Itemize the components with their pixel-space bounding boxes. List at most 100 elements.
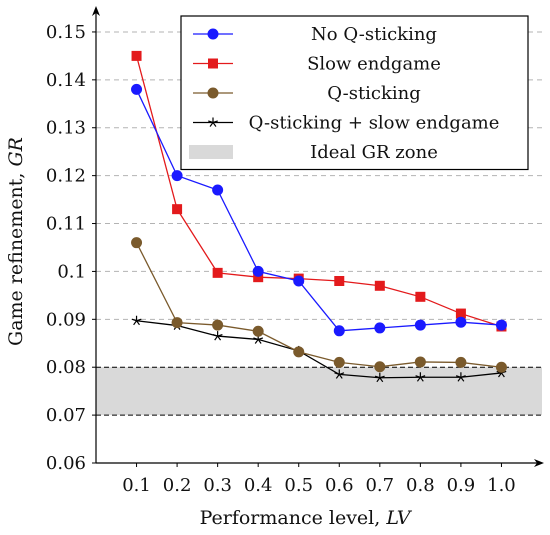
point-slow-endgame-0 xyxy=(131,50,142,61)
y-tick-label-5: 0.11 xyxy=(46,214,86,235)
series-line-no-q-sticking xyxy=(135,89,502,332)
point-q-sticking-slow-endgame-0-arm-4 xyxy=(131,318,137,322)
point-q-sticking-slow-endgame-7-arm-3 xyxy=(416,376,421,382)
legend-label-q-sticking-slow-endgame: Q-sticking + slow endgame xyxy=(249,113,500,134)
point-q-sticking-slow-endgame-2-arm-1 xyxy=(217,333,223,337)
legend-label-q-sticking: Q-sticking xyxy=(327,83,421,104)
point-q-sticking-slow-endgame-5 xyxy=(334,369,345,379)
series-no-q-sticking xyxy=(131,83,507,337)
point-q-sticking-slow-endgame-6 xyxy=(374,372,385,383)
point-q-sticking-slow-endgame-3-arm-3 xyxy=(254,339,259,344)
point-q-sticking-slow-endgame-8 xyxy=(455,372,466,382)
point-q-sticking-8 xyxy=(455,356,467,368)
y-axis-arrowhead xyxy=(92,6,100,16)
point-q-sticking-1 xyxy=(171,317,183,329)
y-tick-label-6: 0.12 xyxy=(46,166,86,187)
point-q-sticking-7 xyxy=(414,356,426,368)
x-axis-title: Performance level, LV xyxy=(200,507,413,529)
point-q-sticking-slow-endgame-2-arm-3 xyxy=(214,335,219,341)
point-q-sticking-slow-endgame-3-arm-4 xyxy=(253,337,259,341)
ideal-zone-band xyxy=(96,367,542,416)
point-q-sticking-slow-endgame-5-arm-3 xyxy=(335,374,340,379)
legend-box xyxy=(180,15,529,171)
point-q-sticking-slow-endgame-8-arm-4 xyxy=(455,375,462,378)
point-no-q-sticking-0 xyxy=(131,83,143,95)
x-tick-label-0: 0.1 xyxy=(122,475,151,496)
legend-label-slow-endgame: Slow endgame xyxy=(307,54,441,75)
x-tick-label-5: 0.6 xyxy=(325,475,354,496)
point-no-q-sticking-1 xyxy=(171,170,183,182)
x-tick-label-8: 0.9 xyxy=(447,475,476,496)
point-q-sticking-slow-endgame-8-arm-1 xyxy=(460,375,466,378)
x-axis-title-text: Performance level, xyxy=(200,507,387,529)
point-q-sticking-slow-endgame-0 xyxy=(131,315,142,326)
point-q-sticking-slow-endgame-5-arm-1 xyxy=(339,372,345,375)
point-q-sticking-5 xyxy=(333,356,345,368)
axes-layer: 0.06 0.07 0.08 0.09 0.1 0.11 0.12 0.13 0.14 0.15 0… xyxy=(46,6,544,496)
point-q-sticking-slow-endgame-3-arm-2 xyxy=(257,339,262,344)
x-tick-label-1: 0.2 xyxy=(163,475,192,496)
point-no-q-sticking-6 xyxy=(374,322,386,334)
point-q-sticking-slow-endgame-7-arm-4 xyxy=(415,375,421,378)
point-no-q-sticking-7 xyxy=(414,319,426,331)
point-q-sticking-slow-endgame-7-arm-2 xyxy=(419,376,424,382)
x-tick-label-3: 0.4 xyxy=(244,475,273,496)
point-q-sticking-slow-endgame-2-arm-2 xyxy=(217,335,222,341)
point-q-sticking-slow-endgame-7 xyxy=(415,372,426,382)
point-q-sticking-4 xyxy=(293,346,305,358)
point-q-sticking-0 xyxy=(131,237,143,249)
legend-marker-no-q-sticking xyxy=(207,28,219,40)
legend-marker-q-sticking-slow-endgame-arm-4 xyxy=(208,120,214,124)
legend: No Q-sticking Slow endgame Q-sticking Q-sti… xyxy=(180,15,529,171)
x-tick-label-7: 0.8 xyxy=(406,475,435,496)
legend-marker-q-sticking-slow-endgame-arm-2 xyxy=(212,122,217,127)
point-q-sticking-slow-endgame-6-arm-4 xyxy=(374,375,381,379)
point-q-sticking-slow-endgame-7-arm-1 xyxy=(420,375,426,378)
y-axis-title-text: Game refinement, xyxy=(5,166,27,346)
point-slow-endgame-7 xyxy=(415,291,426,302)
y-tick-label-3: 0.09 xyxy=(46,309,86,330)
point-q-sticking-slow-endgame-9-arm-4 xyxy=(496,370,502,374)
point-q-sticking-slow-endgame-5-arm-4 xyxy=(334,372,340,375)
x-axis-arrowhead xyxy=(534,459,544,467)
y-tick-label-1: 0.07 xyxy=(46,405,86,426)
point-q-sticking-slow-endgame-8-arm-2 xyxy=(460,376,465,382)
point-q-sticking-slow-endgame-8-arm-3 xyxy=(457,376,462,382)
point-no-q-sticking-3 xyxy=(252,265,264,277)
point-q-sticking-slow-endgame-3 xyxy=(253,334,264,344)
point-q-sticking-slow-endgame-2 xyxy=(212,331,223,341)
series-q-sticking xyxy=(131,237,507,373)
legend-marker-q-sticking xyxy=(207,87,219,99)
legend-marker-q-sticking-slow-endgame xyxy=(208,117,218,127)
point-slow-endgame-5 xyxy=(334,276,345,286)
x-tick-label-6: 0.7 xyxy=(365,475,394,496)
point-no-q-sticking-2 xyxy=(212,184,224,196)
series-line-slow-endgame xyxy=(135,55,502,328)
point-q-sticking-slow-endgame-2-arm-4 xyxy=(212,333,218,337)
point-no-q-sticking-8 xyxy=(455,316,467,328)
y-tick-label-9: 0.15 xyxy=(46,22,86,43)
point-q-sticking-slow-endgame-6-arm-2 xyxy=(379,377,384,383)
legend-marker-q-sticking-slow-endgame-arm-3 xyxy=(209,122,214,127)
legend-marker-slow-endgame xyxy=(208,58,218,69)
point-q-sticking-slow-endgame-9-arm-3 xyxy=(498,372,502,378)
point-slow-endgame-1 xyxy=(172,204,183,215)
point-q-sticking-slow-endgame-0-arm-2 xyxy=(136,320,140,326)
x-tick-label-9: 1.0 xyxy=(487,475,516,496)
point-q-sticking-slow-endgame-6-arm-3 xyxy=(376,377,381,383)
point-q-sticking-6 xyxy=(374,361,386,373)
y-tick-label-8: 0.14 xyxy=(46,70,86,91)
point-q-sticking-2 xyxy=(212,319,224,331)
series-line-q-sticking xyxy=(135,242,502,368)
legend-label-ideal-zone: Ideal GR zone xyxy=(310,142,438,163)
ideal-zone-layer xyxy=(96,366,542,416)
point-slow-endgame-6 xyxy=(374,280,385,291)
legend-label-no-q-sticking: No Q-sticking xyxy=(311,24,437,45)
point-slow-endgame-3 xyxy=(253,272,264,283)
y-tick-label-7: 0.13 xyxy=(46,118,86,139)
point-q-sticking-slow-endgame-0-arm-1 xyxy=(136,318,142,322)
point-q-sticking-slow-endgame-0-arm-3 xyxy=(133,320,138,326)
legend-swatch-ideal-zone xyxy=(189,145,233,159)
point-no-q-sticking-5 xyxy=(333,325,345,337)
